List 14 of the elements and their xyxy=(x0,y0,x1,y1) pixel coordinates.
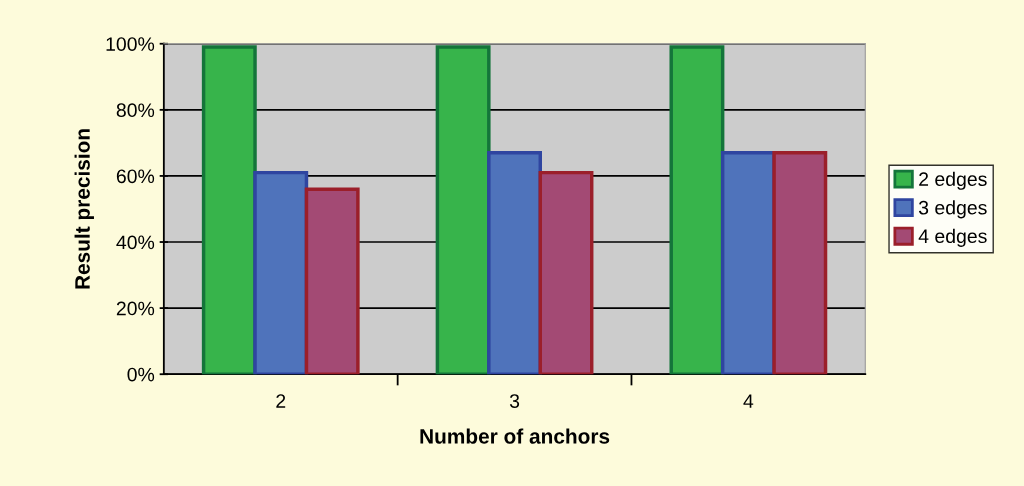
x-tick-label: 2 xyxy=(276,394,286,408)
legend-label: 4 edges xyxy=(918,228,987,247)
y-tick-label: 20% xyxy=(116,301,155,316)
y-tick-label: 0% xyxy=(127,367,155,382)
x-tick-label: 4 xyxy=(743,394,754,408)
x-axis-title: Number of anchors xyxy=(420,428,610,444)
legend-label: 3 edges xyxy=(918,200,987,219)
y-tick-label: 60% xyxy=(116,169,155,184)
x-tick-label: 3 xyxy=(509,394,520,408)
y-axis-title: Result precision xyxy=(74,129,94,289)
y-tick-label: 100% xyxy=(106,37,155,51)
y-tick-label: 80% xyxy=(116,103,155,118)
y-tick-label: 40% xyxy=(116,235,155,250)
legend-label: 2 edges xyxy=(919,171,987,190)
